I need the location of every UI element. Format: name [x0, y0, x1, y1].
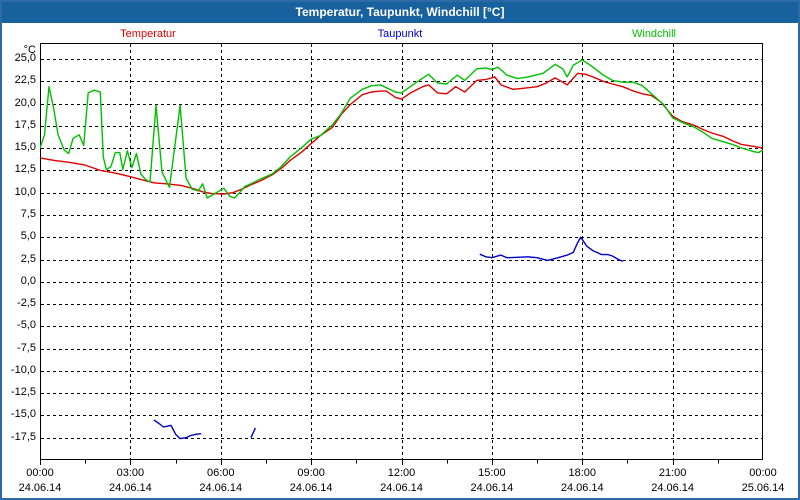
x-tick-date: 24.06.14 [470, 482, 514, 494]
y-axis-unit-label: °C [23, 44, 36, 56]
x-tick-label: 09:00 24.06.14 [274, 466, 348, 496]
y-tick-label: -12,5 [10, 386, 36, 399]
x-tick-date: 24.06.14 [199, 482, 243, 494]
x-tick-date: 25.06.14 [741, 482, 785, 494]
title-bar: Temperatur, Taupunkt, Windchill [°C] [2, 2, 798, 23]
grid-lines [41, 44, 762, 459]
y-tick-label: 22,5 [14, 74, 36, 87]
y-tick-label: -2,5 [17, 297, 36, 310]
x-tick-time: 06:00 [206, 467, 235, 479]
series-taupunkt-line [250, 427, 257, 438]
x-tick-label: 00:00 24.06.14 [3, 466, 77, 496]
series-windchill-line [40, 59, 763, 199]
y-tick-label: 2,5 [20, 252, 36, 265]
y-tick-label: -5,0 [17, 319, 36, 332]
y-tick-label: 25,0 [14, 52, 36, 65]
x-tick-label: 18:00 24.06.14 [545, 466, 619, 496]
x-tick-date: 24.06.14 [18, 482, 62, 494]
y-tick-label: -7,5 [17, 341, 36, 354]
plot-border [40, 43, 763, 460]
series-windchill [40, 59, 763, 199]
x-tick-date: 24.06.14 [289, 482, 333, 494]
series-taupunkt [153, 236, 624, 440]
x-tick-time: 09:00 [297, 467, 325, 479]
x-tick-time: 15:00 [478, 467, 506, 479]
x-tick-date: 24.06.14 [108, 482, 152, 494]
x-tick-label: 21:00 24.06.14 [636, 466, 710, 496]
chart-plot-area [40, 43, 763, 465]
y-tick-label: 17,5 [14, 118, 36, 131]
x-tick-label: 03:00 24.06.14 [93, 466, 167, 496]
x-tick-label: 15:00 24.06.14 [455, 466, 529, 496]
x-tick-time: 12:00 [387, 467, 416, 479]
x-tick-time: 03:00 [116, 467, 145, 479]
legend-item-windchill: Windchill [631, 28, 677, 40]
axis-ticks [40, 459, 719, 465]
series-temperatur [40, 72, 763, 195]
series-taupunkt-line [153, 419, 202, 440]
legend-item-taupunkt: Taupunkt [377, 28, 423, 40]
y-tick-label: 5,0 [20, 230, 36, 243]
y-tick-label: -10,0 [10, 363, 36, 376]
y-tick-label: 7,5 [20, 207, 36, 220]
x-tick-time: 00:00 [749, 467, 777, 479]
x-tick-label: 00:00 25.06.14 [726, 466, 798, 496]
x-tick-label: 12:00 24.06.14 [365, 466, 439, 496]
x-tick-date: 24.06.14 [560, 482, 604, 494]
y-tick-label: 20,0 [14, 96, 36, 109]
y-tick-label: 12,5 [14, 163, 36, 176]
x-tick-label: 06:00 24.06.14 [184, 466, 258, 496]
series-temperatur-line [40, 72, 763, 195]
series-taupunkt-line [479, 236, 624, 262]
y-tick-label: 10,0 [14, 185, 36, 198]
x-tick-date: 24.06.14 [380, 482, 423, 494]
x-tick-time: 18:00 [568, 467, 597, 479]
legend-item-temperatur: Temperatur [120, 28, 176, 40]
x-tick-date: 24.06.14 [651, 482, 695, 494]
y-tick-label: -15,0 [10, 408, 36, 421]
x-tick-time: 21:00 [658, 467, 687, 479]
y-tick-label: -17,5 [10, 430, 36, 443]
page-title: Temperatur, Taupunkt, Windchill [°C] [295, 5, 505, 19]
y-tick-label: 15,0 [14, 141, 36, 154]
x-tick-time: 00:00 [26, 467, 54, 479]
y-tick-label: 0,0 [20, 274, 36, 287]
